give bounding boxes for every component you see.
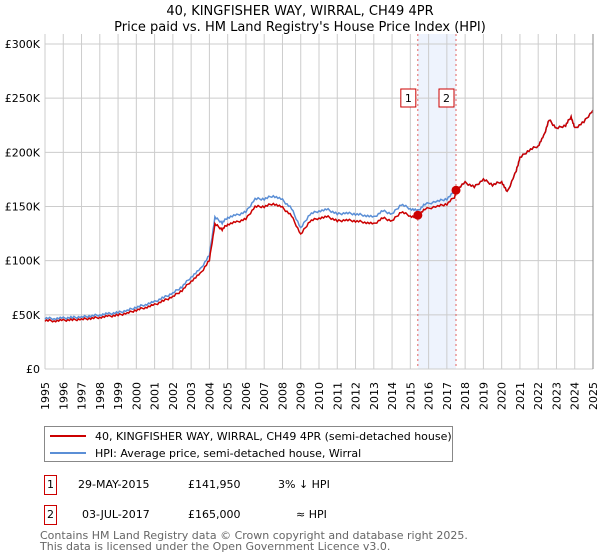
y-tick-label: £50K	[12, 309, 41, 322]
transaction-hpi: 3% ↓ HPI	[278, 478, 330, 491]
legend-item-hpi: HPI: Average price, semi-detached house,…	[45, 445, 361, 461]
price-chart: 1995 1996 1997 1998 1999 2000 2001 2002 2003 2004…	[5, 34, 600, 410]
y-tick-label: £100K	[5, 255, 41, 268]
x-tick-label: 2011	[331, 382, 344, 410]
footer-line: Contains HM Land Registry data © Crown c…	[40, 529, 468, 542]
footer: Contains HM Land Registry data © Crown c…	[40, 530, 468, 552]
x-tick-label: 2024	[569, 382, 582, 410]
y-tick-label: £300K	[5, 38, 41, 51]
x-tick-label: 2025	[587, 382, 600, 410]
x-tick-label: 2009	[295, 382, 308, 410]
x-tick-label: 2019	[477, 382, 490, 410]
x-tick-label: 2002	[167, 382, 180, 410]
sale-point	[451, 185, 461, 195]
x-tick-label: 2000	[130, 382, 143, 410]
x-tick-label: 2005	[222, 382, 235, 410]
property-series-line	[44, 109, 594, 323]
x-tick-label: 2016	[423, 382, 436, 410]
transaction-badge: 1	[44, 475, 57, 495]
legend-item-property: 40, KINGFISHER WAY, WIRRAL, CH49 4PR (se…	[45, 428, 452, 444]
x-tick-label: 2001	[149, 382, 162, 410]
sale-point	[413, 210, 423, 220]
legend-label: 40, KINGFISHER WAY, WIRRAL, CH49 4PR (se…	[95, 429, 452, 443]
x-tick-label: 2012	[350, 382, 363, 410]
x-tick-label: 2022	[532, 382, 545, 410]
y-tick-label: £0	[26, 363, 40, 376]
transaction-row: 1 29-MAY-2015 £141,950 3% ↓ HPI	[44, 475, 544, 495]
legend-label: HPI: Average price, semi-detached house,…	[95, 446, 362, 460]
x-tick-label: 2010	[313, 382, 326, 410]
transaction-row: 2 03-JUL-2017 £165,000 ≈ HPI	[44, 505, 544, 525]
transaction-price: £165,000	[188, 508, 241, 521]
sale-label-box	[438, 88, 455, 108]
x-tick-label: 1998	[94, 382, 107, 410]
x-tick-label: 2018	[459, 382, 472, 410]
y-tick-label: £150K	[5, 201, 41, 214]
transaction-hpi: ≈ HPI	[296, 508, 327, 521]
x-tick-label: 2015	[404, 382, 417, 410]
x-tick-label: 1997	[76, 382, 89, 410]
sale-label: 1	[405, 92, 412, 105]
sale-label-box	[400, 88, 417, 108]
x-tick-label: 2003	[185, 382, 198, 410]
legend: 40, KINGFISHER WAY, WIRRAL, CH49 4PR (se…	[44, 426, 453, 462]
sale-label: 2	[443, 92, 450, 105]
transaction-badge: 2	[44, 505, 57, 525]
chart-subtitle: Price paid vs. HM Land Registry's House …	[114, 20, 486, 35]
footer-line: This data is licensed under the Open Gov…	[40, 540, 391, 553]
x-tick-label: 2008	[276, 382, 289, 410]
x-tick-label: 1996	[57, 382, 70, 410]
x-tick-label: 2023	[550, 382, 563, 410]
x-tick-label: 2017	[441, 382, 454, 410]
x-tick-label: 2013	[368, 382, 381, 410]
legend-swatch-blue	[50, 452, 86, 454]
chart-title: 40, KINGFISHER WAY, WIRRAL, CH49 4PR	[166, 4, 434, 19]
transaction-date: 29-MAY-2015	[78, 478, 150, 491]
transaction-price: £141,950	[188, 478, 241, 491]
y-tick-label: £200K	[5, 146, 41, 159]
x-tick-label: 2014	[386, 382, 399, 410]
x-tick-label: 2004	[203, 382, 216, 410]
x-tick-label: 2020	[496, 382, 509, 410]
legend-swatch-red	[50, 435, 86, 437]
transaction-date: 03-JUL-2017	[82, 508, 150, 521]
x-tick-label: 1999	[112, 382, 125, 410]
x-tick-label: 2007	[258, 382, 271, 410]
x-tick-label: 2006	[240, 382, 253, 410]
x-tick-label: 2021	[514, 382, 527, 410]
x-tick-label: 1995	[39, 382, 52, 410]
y-tick-label: £250K	[5, 92, 41, 105]
